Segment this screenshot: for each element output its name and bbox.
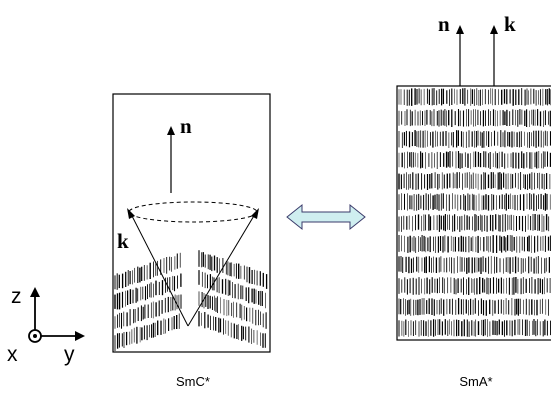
sma-panel: n k [396, 12, 551, 341]
sma-n-label: n [438, 12, 450, 36]
cone-line-right [187, 213, 256, 327]
y-axis-arrowhead [75, 331, 85, 341]
smc-k-label: k [117, 229, 129, 253]
x-axis-dot [33, 334, 37, 338]
cone-line-left [130, 213, 189, 327]
smc-left-layers [114, 252, 182, 351]
sma-n-arrowhead [456, 25, 464, 34]
smc-right-layers [198, 250, 268, 348]
sma-layers [398, 88, 551, 337]
cone-arrow-right-head [251, 208, 259, 219]
z-axis-label: z [11, 285, 22, 308]
smc-frame [112, 93, 271, 353]
sma-k-label: k [504, 12, 516, 36]
smc-layer-stripes [114, 250, 268, 351]
smc-panel: n k [112, 93, 271, 353]
z-axis-arrowhead [30, 287, 40, 297]
smc-caption: SmC* [176, 374, 210, 389]
sma-frame [396, 85, 551, 341]
cone-arrow-left-head [127, 208, 135, 219]
coordinate-axes: z x y [7, 285, 85, 366]
smc-n-label: n [180, 114, 192, 138]
smc-n-arrowhead [167, 126, 175, 135]
transition-double-arrow [286, 203, 366, 231]
sma-k-arrowhead [490, 25, 498, 34]
x-axis-label: x [7, 343, 18, 366]
sma-caption: SmA* [459, 374, 492, 389]
y-axis-label: y [64, 343, 75, 366]
